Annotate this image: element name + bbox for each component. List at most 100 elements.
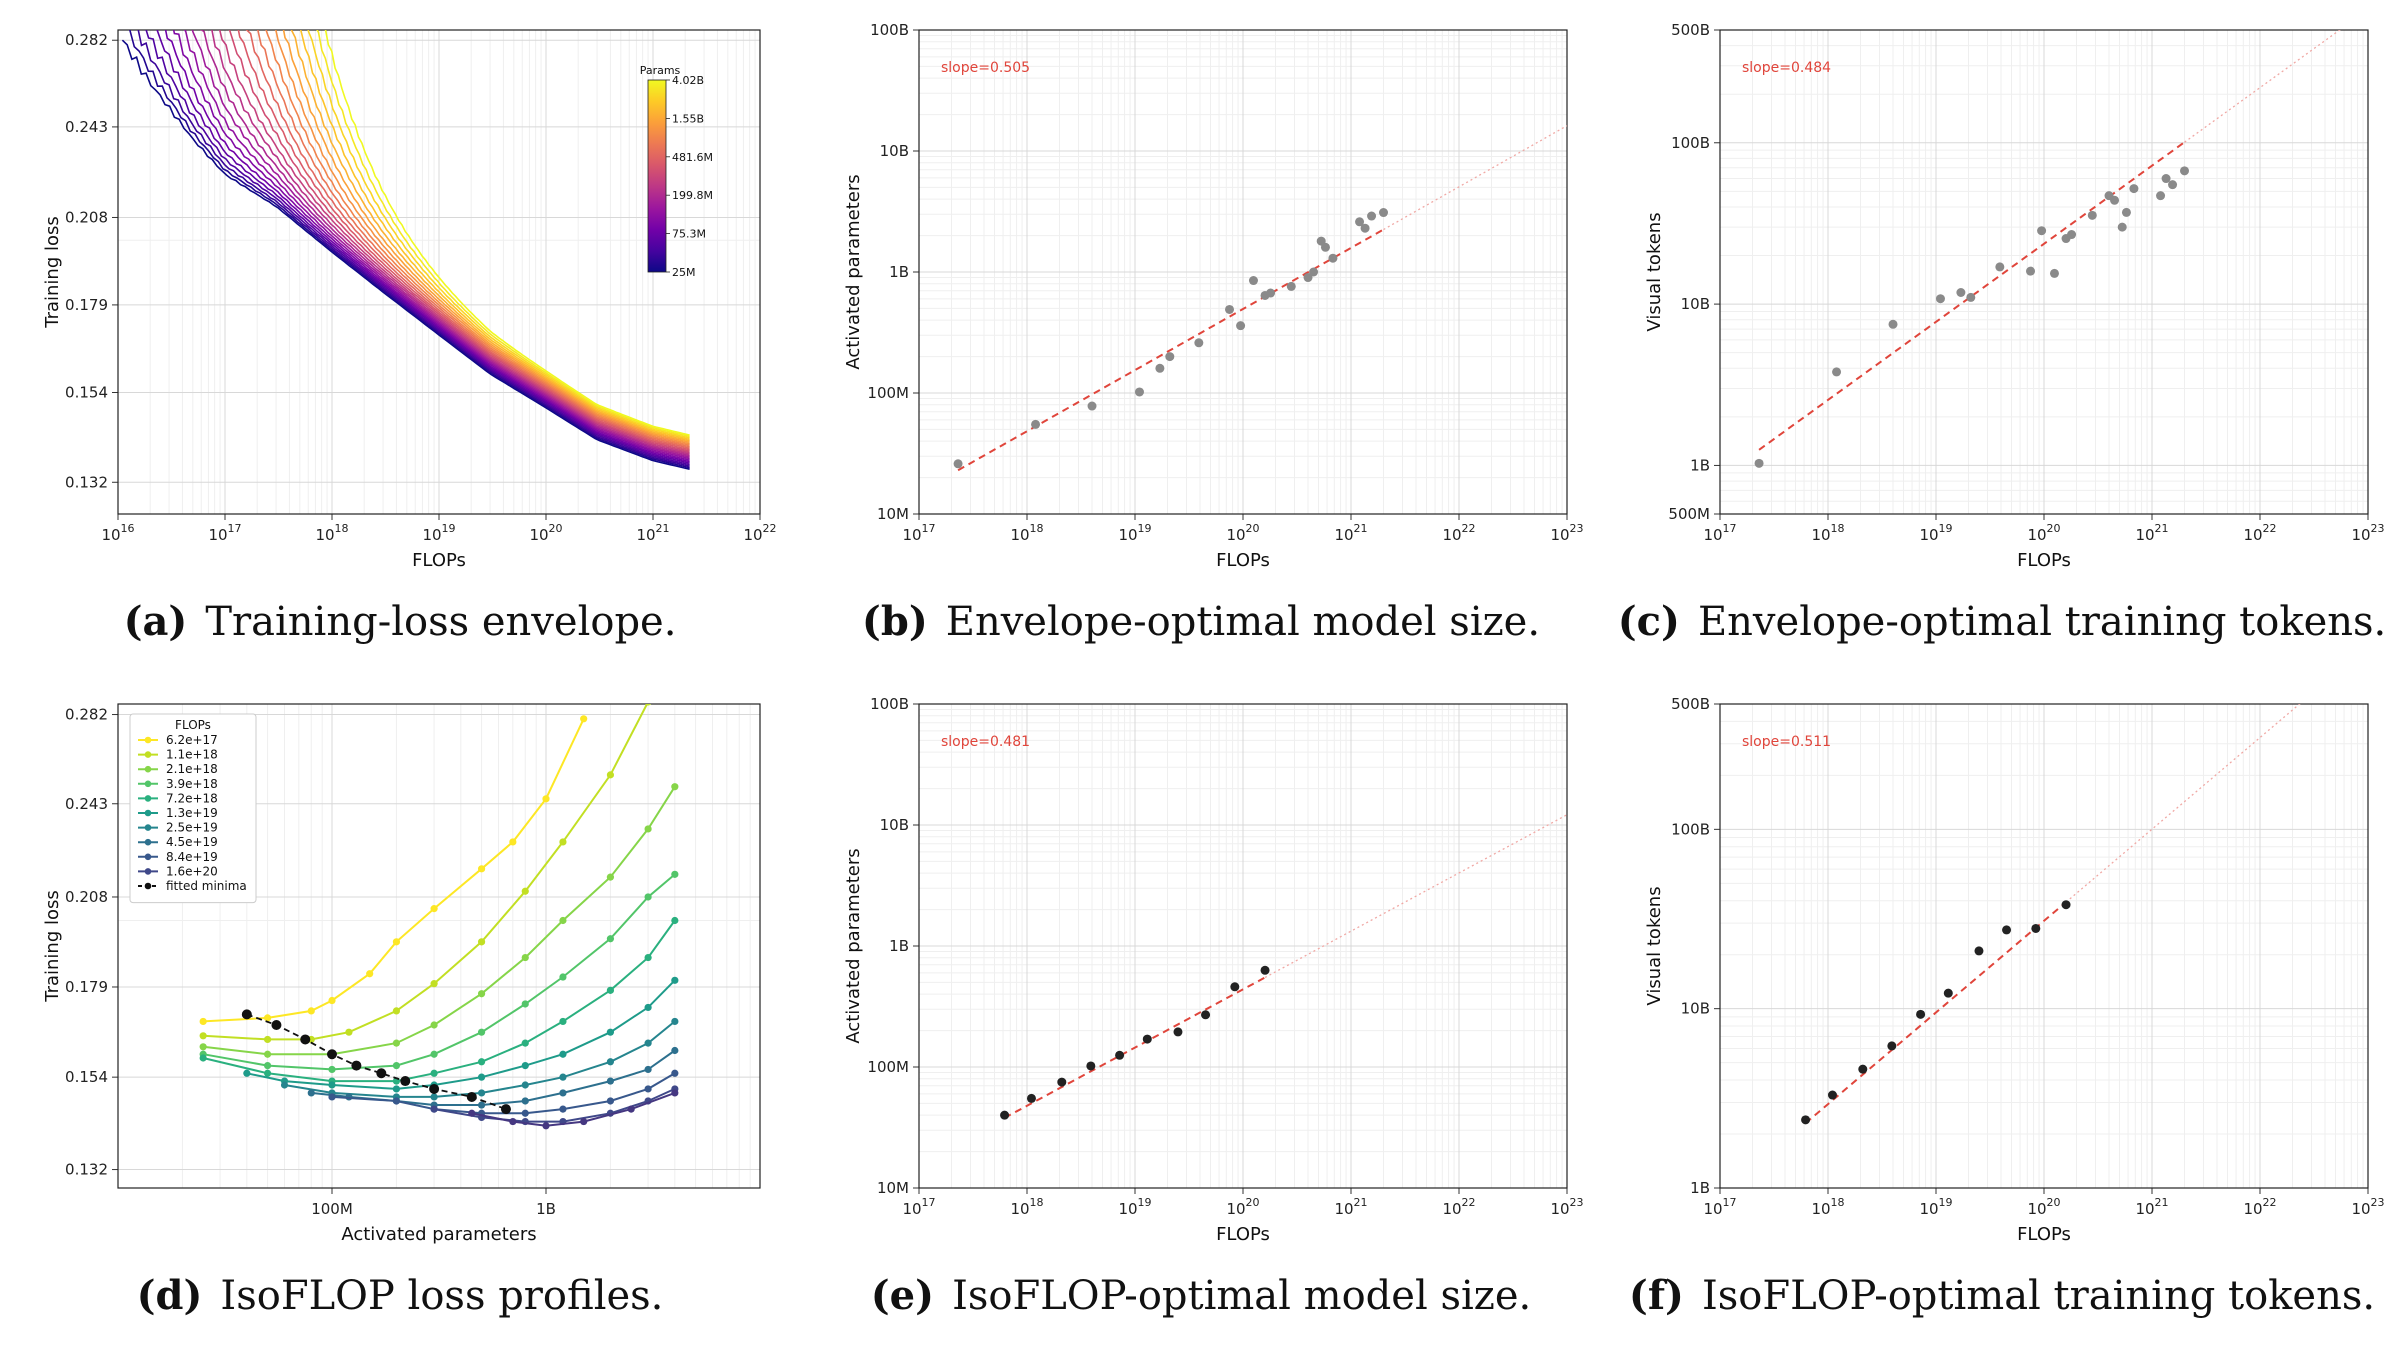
data-point <box>1286 281 1296 291</box>
y-tick-label: 1B <box>1690 1179 1710 1197</box>
x-tick-label: 1018 <box>1010 1196 1043 1218</box>
data-point <box>1201 1010 1211 1020</box>
chart-e: 1017 1018 1019 1020 1021 1022 1023 10M 100M 1B 10B… <box>843 695 1584 1245</box>
y-axis-label: Visual tokens <box>1644 886 1665 1005</box>
caption-f-text: IsoFLOP-optimal training tokens. <box>1701 1273 2376 1319</box>
legend-marker <box>144 882 152 890</box>
y-axis-label: Activated parameters <box>843 174 864 369</box>
isoflop-point <box>430 1093 438 1101</box>
isoflop-point <box>559 1089 567 1097</box>
data-point <box>953 459 963 469</box>
colorbar-label: 481.6M <box>672 151 713 164</box>
legend-label: 7.2e+18 <box>166 791 218 805</box>
isoflop-point <box>328 1093 336 1101</box>
panel-a: 1016 1017 1018 1019 1020 1021 1022 0.132 0.154 0.… <box>0 0 800 674</box>
x-tick-label: 1018 <box>1010 522 1043 544</box>
colorbar-label: 1.55B <box>672 112 704 125</box>
data-point <box>1827 1090 1837 1100</box>
isoflop-point <box>263 1050 272 1058</box>
x-tick-label: 1017 <box>902 522 935 544</box>
y-tick-label: 10B <box>1681 295 1710 313</box>
legend-label: 4.5e+19 <box>166 835 218 849</box>
data-point <box>1230 982 1240 992</box>
x-tick-label: 1018 <box>315 522 348 544</box>
loss-curve <box>137 30 690 467</box>
isoflop-point <box>392 1097 401 1105</box>
caption-b-text: Envelope-optimal model size. <box>945 599 1541 645</box>
y-tick-label: 100B <box>870 695 909 713</box>
isoflop-point <box>392 1061 401 1070</box>
loss-curve <box>228 30 690 452</box>
y-tick-label: 0.208 <box>65 208 108 226</box>
legend-label: 1.1e+18 <box>166 748 218 762</box>
caption-e: (e) IsoFLOP-optimal model size. <box>801 1272 1601 1319</box>
data-point <box>1155 363 1165 373</box>
data-point <box>1142 1034 1152 1044</box>
legend-label: 3.9e+18 <box>166 777 218 791</box>
colorbar-label: 75.3M <box>672 228 706 241</box>
data-point <box>1266 288 1276 298</box>
chart-f: 1017 1018 1019 1020 1021 1022 1023 1B 10B 100B 500… <box>1644 695 2385 1245</box>
isoflop-point <box>671 916 679 925</box>
minima-point <box>351 1060 362 1071</box>
isoflop-point <box>392 1007 401 1015</box>
data-point <box>1974 946 1984 956</box>
y-axis-label: Training loss <box>42 890 63 1003</box>
isoflop-point <box>671 870 679 878</box>
x-tick-label: 1022 <box>743 522 776 544</box>
isoflop-point <box>671 1017 679 1026</box>
colorbar <box>647 79 667 273</box>
x-tick-label: 1016 <box>101 522 134 544</box>
slope-annotation: slope=0.511 <box>1742 734 1831 750</box>
loss-curve <box>324 30 690 436</box>
caption-b-label: (b) <box>861 598 928 645</box>
isoflop-point <box>606 1028 615 1036</box>
data-point <box>1026 1093 1036 1103</box>
isoflop-point <box>263 1014 272 1022</box>
x-tick-label: 1022 <box>2243 522 2276 544</box>
data-point <box>1031 419 1041 429</box>
y-tick-label: 0.154 <box>65 384 108 402</box>
loss-curve <box>156 30 690 464</box>
isoflop-point <box>644 953 652 962</box>
legend-label: fitted minima <box>166 879 247 893</box>
isoflop-point <box>559 916 567 925</box>
legend-label: 2.5e+19 <box>166 821 218 835</box>
x-tick-label: 1018 <box>1811 522 1844 544</box>
y-tick-label: 500B <box>1671 695 1710 713</box>
y-tick-label: 1B <box>1690 456 1710 474</box>
fit-extrapolation <box>1383 125 1567 231</box>
fit-line <box>1758 141 2186 451</box>
data-point <box>2168 180 2178 190</box>
isoflop-point <box>521 1000 529 1008</box>
isoflop-point <box>521 1039 529 1047</box>
y-tick-label: 0.132 <box>65 1161 108 1179</box>
y-tick-label: 10M <box>877 505 909 523</box>
loss-curve <box>183 30 690 460</box>
isoflop-point <box>328 1065 336 1074</box>
minima-point <box>466 1091 477 1102</box>
loss-curve <box>191 30 690 458</box>
x-tick-label: 1017 <box>1703 522 1736 544</box>
y-tick-label: 100B <box>870 21 909 39</box>
isoflop-point <box>477 1028 486 1036</box>
legend-label: 1.6e+20 <box>166 864 218 878</box>
plot-layer <box>1754 30 2341 468</box>
x-tick-label: 1021 <box>1334 522 1367 544</box>
isoflop-point <box>509 838 517 846</box>
loss-curve <box>265 30 690 447</box>
loss-curve <box>282 30 690 444</box>
y-tick-label: 500M <box>1668 505 1710 523</box>
minima-point <box>327 1049 337 1060</box>
isoflop-point <box>392 1085 401 1093</box>
minima-point <box>300 1034 311 1045</box>
x-tick-label: 1020 <box>2027 1196 2060 1218</box>
y-tick-label: 0.282 <box>65 706 108 724</box>
x-tick-label: 1018 <box>1811 1196 1844 1218</box>
isoflop-point <box>243 1069 251 1077</box>
x-tick-label: 1017 <box>1703 1196 1736 1218</box>
isoflop-point <box>671 1046 679 1055</box>
y-tick-label: 0.208 <box>65 888 108 906</box>
colorbar-title: Params <box>640 64 681 77</box>
y-tick-label: 1B <box>889 937 909 955</box>
